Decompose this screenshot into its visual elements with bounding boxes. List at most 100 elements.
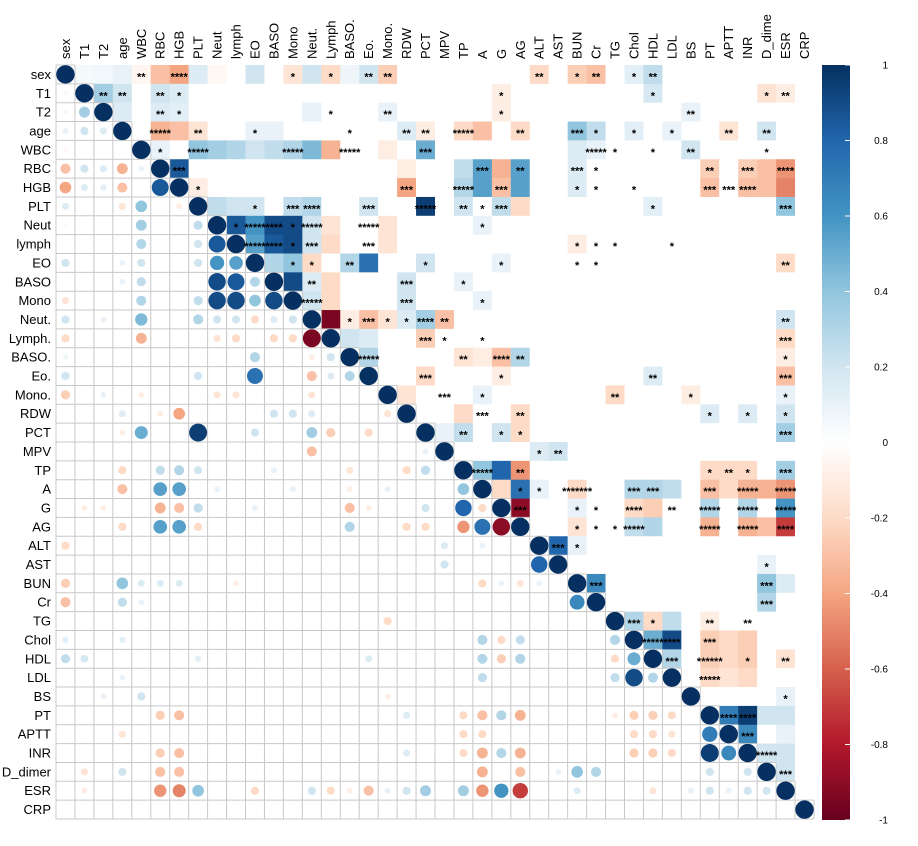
corr-cell <box>548 234 568 254</box>
corr-cell <box>738 102 758 122</box>
corr-circle <box>326 786 335 795</box>
corr-cell <box>776 196 796 217</box>
corr-cell <box>681 668 701 688</box>
corr-cell <box>529 215 549 235</box>
corr-circle <box>421 522 430 531</box>
corr-cell <box>700 102 720 122</box>
corr-cell <box>719 253 739 273</box>
column-label: Mono <box>285 26 300 59</box>
corr-circle <box>627 652 641 666</box>
corr-cell <box>567 291 587 311</box>
corr-cell <box>776 65 796 85</box>
corr-cell <box>681 649 701 669</box>
corr-circle <box>196 562 200 567</box>
significance-mark: ***** <box>415 203 437 215</box>
significance-mark: ** <box>724 467 733 479</box>
corr-cell <box>586 498 606 518</box>
corr-cell <box>510 310 531 330</box>
corr-cell <box>378 366 398 386</box>
significance-mark: * <box>613 147 618 159</box>
corr-cell <box>681 159 701 179</box>
corr-circle <box>272 562 276 567</box>
corr-circle <box>172 520 186 534</box>
corr-cell <box>738 234 758 254</box>
corr-cell <box>662 328 682 349</box>
corr-circle <box>80 164 89 173</box>
corr-circle <box>249 276 261 287</box>
corr-cell <box>624 102 644 122</box>
significance-mark: ***** <box>699 675 721 687</box>
corr-circle <box>136 295 147 306</box>
corr-circle <box>556 713 560 718</box>
corr-cell <box>529 178 549 198</box>
diag-circle <box>283 291 303 310</box>
corr-circle <box>423 487 428 491</box>
colorbar-tick-label: 0.2 <box>874 363 888 374</box>
corr-circle <box>459 748 468 758</box>
corr-circle <box>726 770 731 774</box>
significance-mark: * <box>499 430 504 442</box>
corr-cell <box>738 140 758 160</box>
corr-cell <box>776 498 796 518</box>
corr-cell <box>453 366 474 386</box>
corr-circle <box>423 600 428 605</box>
corr-cell <box>529 291 549 311</box>
column-label: A <box>475 50 490 59</box>
corr-circle <box>177 242 181 246</box>
corr-cell <box>567 423 587 443</box>
corr-cell <box>795 423 815 443</box>
corr-cell <box>795 479 815 499</box>
corr-cell <box>624 253 644 273</box>
corr-circle <box>174 710 185 721</box>
corr-circle <box>194 258 203 268</box>
corr-cell <box>188 140 208 160</box>
corr-cell <box>605 517 625 537</box>
corr-circle <box>100 184 107 191</box>
corr-cell <box>662 215 682 235</box>
corr-circle <box>253 562 257 567</box>
corr-circle <box>118 202 126 210</box>
corr-circle <box>383 616 392 626</box>
corr-cell <box>510 423 531 443</box>
corr-circle <box>310 525 314 529</box>
significance-mark: * <box>480 335 485 347</box>
corr-circle <box>422 448 429 455</box>
corr-circle <box>385 543 390 548</box>
corr-circle <box>328 506 333 510</box>
corr-cell <box>681 347 701 367</box>
corr-circle <box>272 581 276 586</box>
corr-cell <box>605 65 625 85</box>
corr-circle <box>196 393 200 397</box>
corr-cell <box>567 404 587 424</box>
diag-circle <box>586 593 606 612</box>
corr-circle <box>215 638 219 642</box>
corr-cell <box>719 479 739 499</box>
corr-circle <box>575 694 579 699</box>
corr-circle <box>60 597 71 608</box>
corr-cell <box>662 498 682 518</box>
significance-mark: *** <box>400 298 414 310</box>
corr-circle <box>193 503 203 513</box>
corr-cell <box>510 291 531 311</box>
corr-cell <box>738 65 758 85</box>
corr-circle <box>537 807 542 812</box>
corr-cell <box>757 611 777 631</box>
corr-cell <box>605 442 625 462</box>
corr-circle <box>347 393 352 397</box>
corr-cell <box>567 328 587 349</box>
corr-circle <box>135 219 147 231</box>
corr-cell <box>605 555 625 575</box>
column-label: Cr <box>589 45 604 59</box>
diag-circle <box>605 611 625 631</box>
corr-circle <box>196 638 200 642</box>
corr-circle <box>234 506 238 510</box>
corr-circle <box>101 751 106 755</box>
row-label: BS <box>34 689 52 704</box>
significance-mark: * <box>329 71 334 83</box>
significance-mark: * <box>442 335 447 347</box>
row-label: LDL <box>27 670 51 685</box>
column-label: APTT <box>721 26 736 59</box>
corr-circle <box>250 428 260 437</box>
corr-circle <box>632 770 636 774</box>
corr-circle <box>347 543 352 548</box>
